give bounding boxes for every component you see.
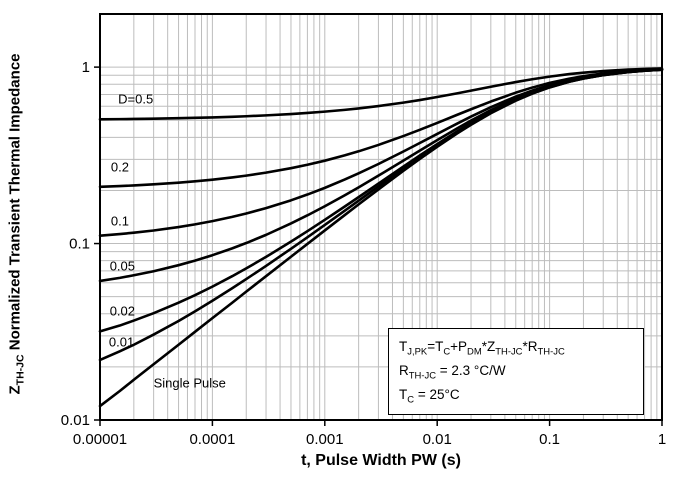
y-tick-label: 1: [82, 59, 90, 76]
plot-border: [99, 13, 663, 421]
x-axis-title: t, Pulse Width PW (s): [301, 452, 461, 469]
x-tick-label: 0.001: [306, 431, 344, 448]
annotation-line: TC = 25°C: [399, 386, 460, 406]
x-tick-label: 0.00001: [73, 431, 127, 448]
x-tick-label: 0.0001: [189, 431, 235, 448]
curve-Single Pulse: [98, 68, 664, 408]
y-tick-label: 0.01: [61, 412, 90, 429]
x-tick-label: 0.01: [423, 431, 452, 448]
x-tick-label: 1: [658, 431, 666, 448]
y-tick-label: 0.1: [69, 236, 90, 253]
annotation-box: TJ,PK=TC+PDM*ZTH-JC*RTH-JC RTH-JC = 2.3 °…: [388, 328, 644, 416]
curve-D=0.5: [98, 67, 664, 121]
axis-ticks: [94, 66, 663, 426]
curves: [98, 67, 664, 408]
annotation-line: RTH-JC = 2.3 °C/W: [399, 362, 506, 382]
curve-0.02: [98, 68, 664, 333]
curve-0.01: [98, 68, 664, 362]
curve-0.2: [98, 67, 664, 189]
tick-labels: 0.00001 0.0001 0.001 0.01 0.1 1 1 0.1 0.01: [61, 59, 666, 448]
x-tick-label: 0.1: [539, 431, 560, 448]
annotation-line: TJ,PK=TC+PDM*ZTH-JC*RTH-JC: [399, 339, 565, 358]
curve-0.05: [98, 68, 664, 283]
